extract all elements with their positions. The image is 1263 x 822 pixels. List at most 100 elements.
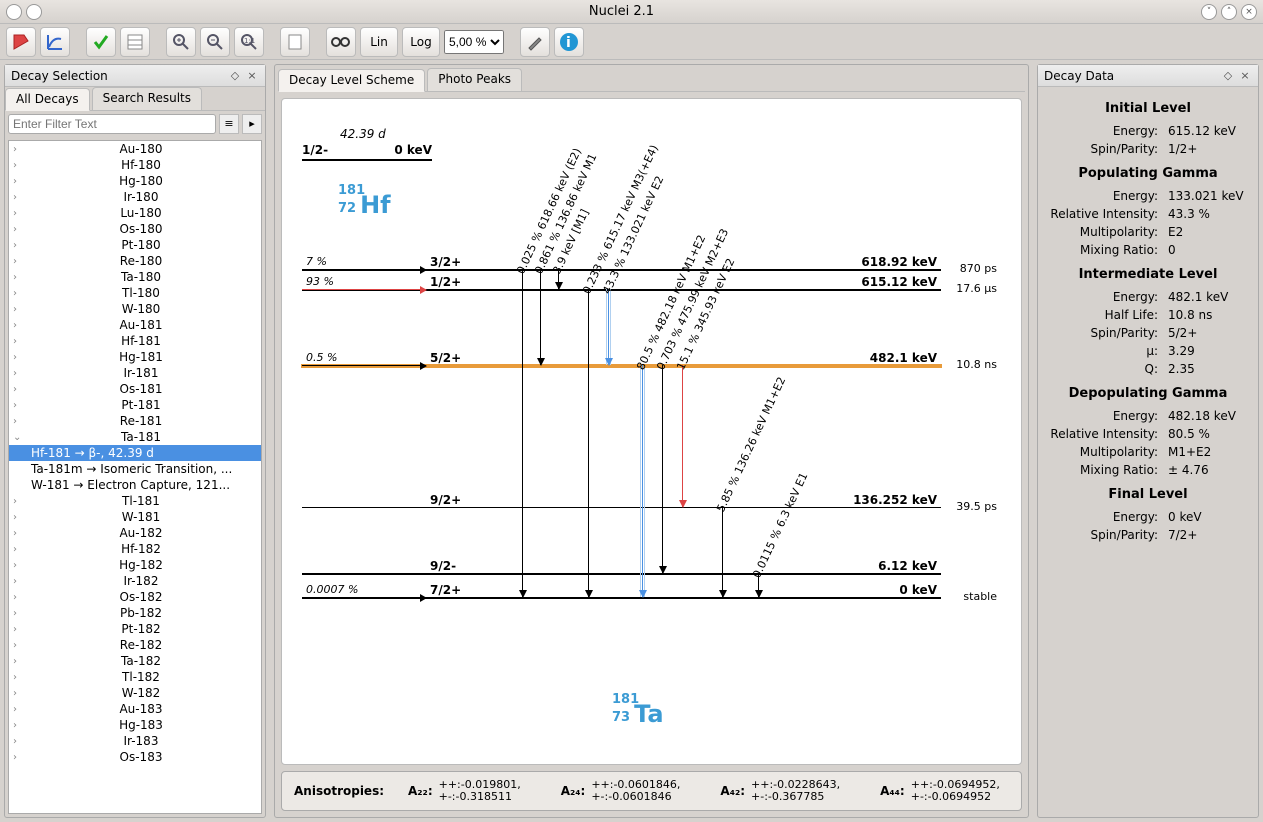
search-button[interactable] — [326, 27, 356, 57]
gamma-label: 0.0115 % 6.3 keV E1 — [750, 471, 810, 580]
section-heading: Initial Level — [1048, 101, 1248, 116]
tree-item[interactable]: ›Pb-182 — [9, 605, 261, 621]
close-button[interactable]: × — [1241, 4, 1257, 20]
gamma-transition[interactable] — [522, 269, 523, 597]
maximize-button[interactable]: ˄ — [1221, 4, 1237, 20]
lin-scale-button[interactable]: Lin — [360, 27, 398, 57]
decay-scheme-canvas[interactable]: 42.39 d 1/2- 0 keV 181 72Hf 181 73Ta 7 %… — [281, 98, 1022, 765]
accept-button[interactable] — [86, 27, 116, 57]
parent-spin: 1/2- — [302, 143, 328, 157]
tree-item[interactable]: ›Ir-182 — [9, 573, 261, 589]
gamma-transition[interactable] — [722, 507, 723, 597]
tree-item[interactable]: ›Pt-180 — [9, 237, 261, 253]
export-plot-button[interactable] — [40, 27, 70, 57]
zoom-fit-button[interactable]: 1:1 — [234, 27, 264, 57]
tree-item[interactable]: ›Os-182 — [9, 589, 261, 605]
tree-item[interactable]: ›Ta-182 — [9, 653, 261, 669]
tree-item[interactable]: ›Pt-182 — [9, 621, 261, 637]
tree-item[interactable]: ›Au-182 — [9, 525, 261, 541]
tree-item[interactable]: ›Ta-180 — [9, 269, 261, 285]
tree-item[interactable]: ›Re-181 — [9, 413, 261, 429]
tree-item[interactable]: ›Ir-180 — [9, 189, 261, 205]
tree-item[interactable]: ›Hf-181 — [9, 333, 261, 349]
detach-icon[interactable]: ◇ — [1221, 69, 1235, 83]
minimize-button[interactable]: ˅ — [1201, 4, 1217, 20]
tree-item[interactable]: ›Re-180 — [9, 253, 261, 269]
settings-button[interactable] — [520, 27, 550, 57]
tree-item[interactable]: ⌄Ta-181 — [9, 429, 261, 445]
energy-level[interactable]: 9/2+136.252 keV39.5 ps — [302, 507, 941, 508]
detach-icon[interactable]: ◇ — [228, 69, 242, 83]
daughter-nuclide: 181 73Ta — [612, 690, 660, 746]
data-row: Energy:482.18 keV — [1048, 407, 1248, 425]
tree-child-item[interactable]: Hf-181 → β-, 42.39 d — [9, 445, 261, 461]
tree-item[interactable]: ›Tl-180 — [9, 285, 261, 301]
tree-item[interactable]: ›Tl-182 — [9, 669, 261, 685]
energy-level[interactable]: 9/2-6.12 keV — [302, 573, 941, 575]
gamma-transition[interactable] — [608, 289, 609, 365]
tree-item[interactable]: ›Au-183 — [9, 701, 261, 717]
tree-item[interactable]: ›Pt-181 — [9, 397, 261, 413]
data-row: Spin/Parity:7/2+ — [1048, 526, 1248, 544]
tree-item[interactable]: ›Os-183 — [9, 749, 261, 765]
aniso-coef: A₄₂:++:-0.0228643,+-:-0.367785 — [720, 779, 840, 803]
tree-item[interactable]: ›Hg-182 — [9, 557, 261, 573]
filter-go-icon[interactable]: ▸ — [242, 114, 262, 134]
tree-item[interactable]: ›W-182 — [9, 685, 261, 701]
filter-list-icon[interactable]: ≡ — [219, 114, 239, 134]
tree-item[interactable]: ›W-181 — [9, 509, 261, 525]
close-icon[interactable]: × — [1238, 69, 1252, 83]
table-button[interactable] — [120, 27, 150, 57]
tree-item[interactable]: ›Hg-183 — [9, 717, 261, 733]
svg-text:1:1: 1:1 — [244, 37, 255, 45]
app-icon — [26, 4, 42, 20]
export-pdf-button[interactable] — [6, 27, 36, 57]
log-scale-button[interactable]: Log — [402, 27, 440, 57]
nuclide-tree[interactable]: ›Au-180›Hf-180›Hg-180›Ir-180›Lu-180›Os-1… — [8, 140, 262, 814]
gamma-transition[interactable] — [662, 365, 663, 573]
tree-item[interactable]: ›Ir-181 — [9, 365, 261, 381]
zoom-out-button[interactable] — [200, 27, 230, 57]
center-panel: Decay Level Scheme Photo Peaks 42.39 d 1… — [274, 64, 1029, 818]
tree-item[interactable]: ›Os-180 — [9, 221, 261, 237]
tree-item[interactable]: ›Hg-181 — [9, 349, 261, 365]
app-menu-icon[interactable] — [6, 4, 22, 20]
gamma-transition[interactable] — [540, 269, 541, 365]
tree-item[interactable]: ›W-180 — [9, 301, 261, 317]
window-title: Nuclei 2.1 — [46, 4, 1197, 19]
data-row: µ:3.29 — [1048, 342, 1248, 360]
tab-decay-scheme[interactable]: Decay Level Scheme — [278, 69, 425, 92]
tree-item[interactable]: ›Re-182 — [9, 637, 261, 653]
tree-item[interactable]: ›Tl-181 — [9, 493, 261, 509]
gamma-transition[interactable] — [682, 365, 683, 507]
tree-item[interactable]: ›Au-180 — [9, 141, 261, 157]
tree-item[interactable]: ›Au-181 — [9, 317, 261, 333]
page-button[interactable] — [280, 27, 310, 57]
filter-input[interactable] — [8, 114, 216, 134]
tree-item[interactable]: ›Lu-180 — [9, 205, 261, 221]
feed-arrow — [302, 597, 426, 598]
data-row: Energy:615.12 keV — [1048, 122, 1248, 140]
tab-all-decays[interactable]: All Decays — [5, 88, 90, 111]
panel-title: Decay Selection — [11, 69, 108, 83]
tree-item[interactable]: ›Ir-183 — [9, 733, 261, 749]
tab-photo-peaks[interactable]: Photo Peaks — [427, 68, 522, 91]
zoom-in-button[interactable] — [166, 27, 196, 57]
tree-item[interactable]: ›Hg-180 — [9, 173, 261, 189]
tree-child-item[interactable]: Ta-181m → Isomeric Transition, ... — [9, 461, 261, 477]
close-icon[interactable]: × — [245, 69, 259, 83]
info-button[interactable]: i — [554, 27, 584, 57]
data-row: Mixing Ratio:± 4.76 — [1048, 461, 1248, 479]
main-toolbar: 1:1 Lin Log 5,00 % i — [0, 24, 1263, 60]
tree-child-item[interactable]: W-181 → Electron Capture, 121... — [9, 477, 261, 493]
data-row: Half Life:10.8 ns — [1048, 306, 1248, 324]
tab-search-results[interactable]: Search Results — [92, 87, 202, 110]
tree-item[interactable]: ›Hf-180 — [9, 157, 261, 173]
tree-item[interactable]: ›Os-181 — [9, 381, 261, 397]
data-row: Energy:482.1 keV — [1048, 288, 1248, 306]
gamma-transition[interactable] — [588, 289, 589, 597]
gamma-transition[interactable] — [642, 365, 643, 597]
tree-item[interactable]: ›Hf-182 — [9, 541, 261, 557]
anisotropies-bar: Anisotropies: A₂₂:++:-0.019801,+-:-0.318… — [281, 771, 1022, 811]
percent-select[interactable]: 5,00 % — [444, 30, 504, 54]
